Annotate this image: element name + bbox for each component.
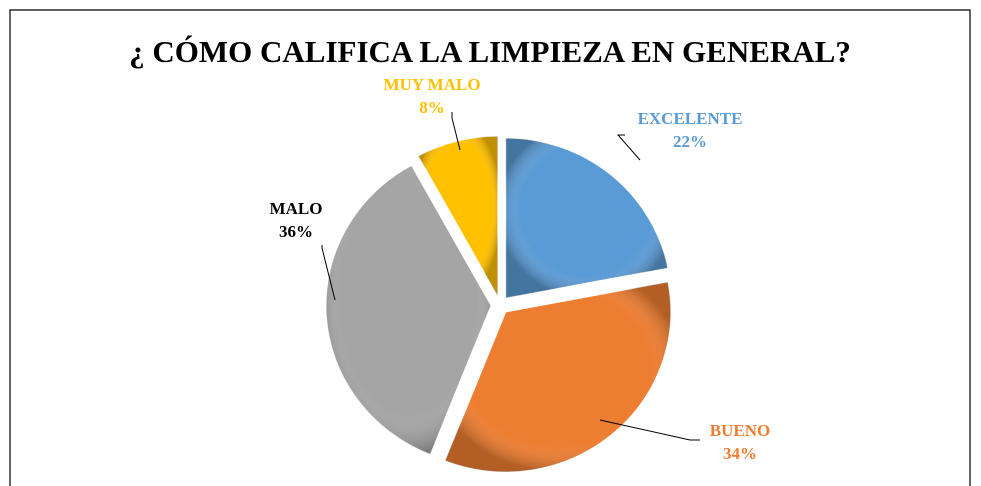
value-label: 8% [419, 98, 445, 117]
leader-line [451, 112, 461, 151]
slice-label: MALO [270, 199, 323, 218]
leader-line [616, 134, 641, 161]
labels: EXCELENTE 22% BUENO 34% MALO 36% MUY MALO 8% [270, 75, 771, 463]
chart-title: ¿ CÓMO CALIFICA LA LIMPIEZA EN GENERAL? [129, 34, 851, 69]
slice-label: EXCELENTE [638, 109, 743, 128]
slice-shade [444, 281, 671, 472]
value-label: 34% [723, 444, 757, 463]
leader-line [321, 245, 336, 301]
pie [325, 135, 672, 473]
slice-label: MUY MALO [383, 75, 480, 94]
slice-shade [418, 136, 498, 297]
value-label: 36% [279, 222, 313, 241]
chart-frame [9, 9, 971, 486]
value-label: 22% [673, 132, 707, 151]
slice-shade [505, 138, 668, 299]
slice-label: BUENO [710, 421, 770, 440]
leader-line [599, 419, 700, 441]
slice-shade [326, 165, 492, 455]
